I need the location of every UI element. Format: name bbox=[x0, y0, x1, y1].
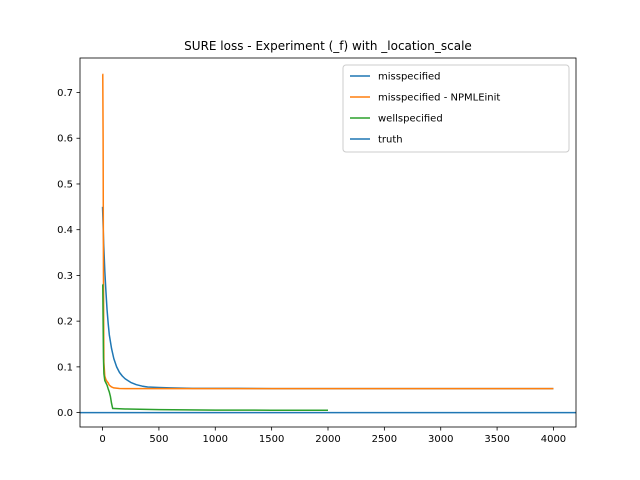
y-tick-label: 0.1 bbox=[57, 362, 73, 373]
series-wellspecified-line bbox=[102, 283, 329, 412]
y-tick-label: 0.7 bbox=[57, 88, 73, 99]
legend-label-misspecified: misspecified bbox=[378, 72, 441, 83]
y-tick-label: 0.0 bbox=[57, 408, 73, 419]
y-tick-label: 0.3 bbox=[57, 271, 73, 282]
legend: misspecified misspecified - NPMLEinit well… bbox=[342, 64, 570, 153]
legend-label-truth: truth bbox=[378, 135, 403, 146]
plot-frame bbox=[79, 57, 577, 428]
y-tick-label: 0.2 bbox=[57, 317, 73, 328]
x-tick-label: 4000 bbox=[541, 434, 566, 445]
x-tick-label: 3000 bbox=[428, 434, 453, 445]
y-axis: 0.0 0.1 0.2 0.3 0.4 0.5 0.6 0.7 bbox=[57, 88, 80, 419]
x-tick-label: 3500 bbox=[484, 434, 509, 445]
legend-label-misspecified-npmleinit: misspecified - NPMLEinit bbox=[378, 93, 500, 104]
chart-title: SURE loss - Experiment (_f) with _locati… bbox=[184, 39, 472, 53]
x-tick-label: 2000 bbox=[315, 434, 340, 445]
y-tick-label: 0.5 bbox=[57, 179, 73, 190]
x-tick-label: 1500 bbox=[259, 434, 284, 445]
y-tick-label: 0.4 bbox=[57, 225, 73, 236]
x-axis: 0 500 1000 1500 2000 2500 3000 3500 4000 bbox=[99, 427, 566, 445]
x-tick-label: 2500 bbox=[372, 434, 397, 445]
y-tick-label: 0.6 bbox=[57, 134, 73, 145]
legend-label-wellspecified: wellspecified bbox=[378, 114, 443, 125]
series-layer bbox=[80, 73, 576, 414]
x-tick-label: 0 bbox=[99, 434, 105, 445]
x-tick-label: 1000 bbox=[203, 434, 228, 445]
x-tick-label: 500 bbox=[149, 434, 168, 445]
legend-box bbox=[342, 64, 570, 153]
